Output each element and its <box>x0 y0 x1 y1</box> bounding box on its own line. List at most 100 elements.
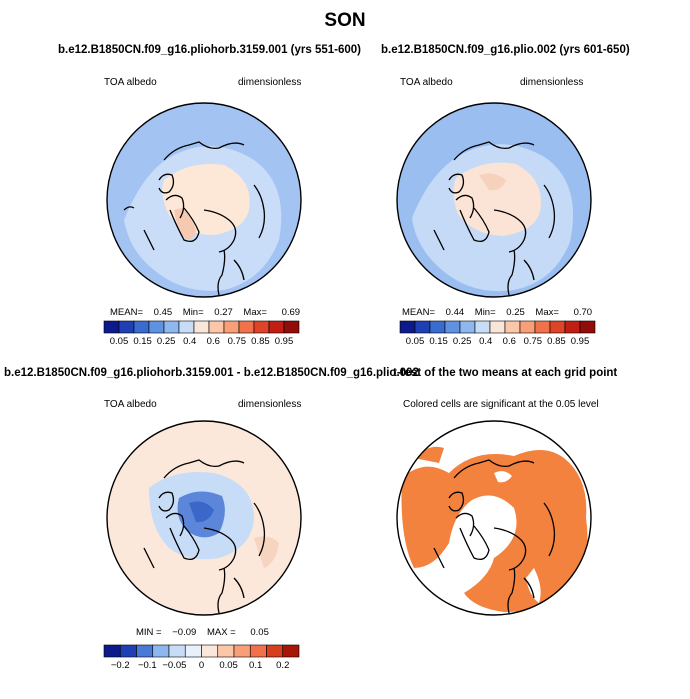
colorbar-swatch <box>249 644 267 658</box>
panel2-units-label: dimensionless <box>520 77 584 88</box>
colorbar-swatch <box>459 320 476 334</box>
colorbar-tick-label: 0.6 <box>502 336 516 347</box>
panel4-subtitle: Colored cells are significant at the 0.0… <box>403 399 599 410</box>
panel2-mean-label: MEAN= <box>402 307 435 318</box>
colorbar-swatch <box>549 320 566 334</box>
colorbar-swatch <box>564 320 581 334</box>
colorbar-swatch <box>283 320 300 334</box>
colorbar-swatch <box>201 644 219 658</box>
panel2-colorbar <box>399 320 596 334</box>
colorbar-swatch <box>579 320 596 334</box>
colorbar-tick-label: 0.15 <box>133 336 152 347</box>
colorbar-swatch <box>474 320 491 334</box>
colorbar-swatch <box>152 644 170 658</box>
colorbar-tick-label: −0.1 <box>137 660 157 671</box>
panel3-min-value: −0.09 <box>172 627 197 638</box>
colorbar-swatch <box>444 320 461 334</box>
colorbar-tick-label: 0.25 <box>452 336 472 347</box>
figure-title: SON <box>324 10 366 31</box>
colorbar-swatch <box>103 320 120 334</box>
panel2-max-value: 0.70 <box>573 307 593 318</box>
colorbar-swatch <box>103 644 121 658</box>
colorbar-swatch <box>534 320 551 334</box>
colorbar-swatch <box>266 644 284 658</box>
colorbar-swatch <box>119 644 137 658</box>
colorbar-swatch <box>429 320 446 334</box>
colorbar-tick-label: 0.25 <box>156 336 176 347</box>
colorbar-tick-label: 0.6 <box>206 336 220 347</box>
colorbar-tick-label: 0.85 <box>251 336 270 347</box>
colorbar-swatch <box>253 320 270 334</box>
panel4-significant-field <box>401 449 588 613</box>
panel1-min-value: 0.27 <box>214 307 233 318</box>
colorbar-swatch <box>163 320 180 334</box>
colorbar-swatch <box>268 320 285 334</box>
panel3-variable-label: TOA albedo <box>104 399 157 410</box>
panel3-coastlines <box>143 459 266 614</box>
panel2-min-label: Min= <box>474 307 496 318</box>
colorbar-tick-label: 0.75 <box>227 336 247 347</box>
panel2-max-label: Max= <box>535 307 559 318</box>
colorbar-swatch <box>233 644 251 658</box>
panel1-title: b.e12.B1850CN.f09_g16.pliohorb.3159.001 … <box>58 44 361 56</box>
colorbar-tick-label: 0.15 <box>429 336 448 347</box>
colorbar-tick-label: −0.2 <box>110 660 130 671</box>
panel3-units-label: dimensionless <box>238 399 302 410</box>
colorbar-swatch <box>504 320 521 334</box>
colorbar-tick-label: 0 <box>198 660 205 671</box>
colorbar-tick-label: 0.05 <box>109 336 129 347</box>
panel3-polar-map <box>106 420 302 616</box>
panel2-mean-value: 0.44 <box>445 307 465 318</box>
colorbar-tick-label: 0.05 <box>405 336 425 347</box>
colorbar-tick-label: 0.4 <box>183 336 197 347</box>
colorbar-swatch <box>178 320 195 334</box>
panel3-colorbar <box>103 644 300 658</box>
colorbar-tick-label: 0.2 <box>276 660 290 671</box>
colorbar-tick-label: 0.75 <box>523 336 543 347</box>
panel1-mean-value: 0.45 <box>153 307 173 318</box>
panel1-coastlines <box>123 141 266 296</box>
panel2-min-value: 0.25 <box>506 307 525 318</box>
colorbar-swatch <box>118 320 135 334</box>
colorbar-swatch <box>217 644 235 658</box>
panel2-stats: MEAN= 0.44 Min= 0.25 Max= 0.70 <box>402 307 592 318</box>
colorbar-swatch <box>148 320 165 334</box>
panel1-min-label: Min= <box>182 307 204 318</box>
colorbar-tick-label: 0.1 <box>249 660 263 671</box>
panel4-polar-map <box>396 420 592 616</box>
panel1-polar-map <box>106 102 302 298</box>
panel1-colorbar <box>103 320 300 334</box>
colorbar-swatch <box>223 320 240 334</box>
colorbar-swatch <box>414 320 431 334</box>
panel4-title: t-test of the two means at each grid poi… <box>393 367 618 379</box>
colorbar-swatch <box>238 320 255 334</box>
colorbar-swatch <box>184 644 202 658</box>
panel2-variable-label: TOA albedo <box>400 77 453 88</box>
panel3-max-label: MAX = <box>206 627 236 638</box>
panel3-min-label: MIN = <box>136 627 162 638</box>
colorbar-swatch <box>519 320 536 334</box>
panel3-max-value: 0.05 <box>250 627 269 638</box>
colorbar-tick-label: −0.05 <box>162 660 187 671</box>
panel1-variable-label: TOA albedo <box>104 77 157 88</box>
panel4-coastlines <box>433 459 556 614</box>
colorbar-swatch <box>133 320 150 334</box>
panel2-title: b.e12.B1850CN.f09_g16.plio.002 (yrs 601-… <box>381 44 630 56</box>
panel3-stats: MIN = −0.09 MAX = 0.05 <box>136 627 269 638</box>
panel2-arctic-field <box>453 162 541 236</box>
colorbar-tick-label: 0.95 <box>274 336 294 347</box>
colorbar-swatch <box>282 644 300 658</box>
panel1-max-value: 0.69 <box>281 307 301 318</box>
colorbar-tick-label: 0.95 <box>570 336 590 347</box>
colorbar-tick-label: 0.85 <box>547 336 566 347</box>
panel1-max-label: Max= <box>243 307 267 318</box>
colorbar-swatch <box>193 320 210 334</box>
colorbar-swatch <box>136 644 154 658</box>
colorbar-swatch <box>208 320 225 334</box>
panel1-mean-label: MEAN= <box>110 307 143 318</box>
panel2-coastlines <box>433 141 556 296</box>
panel3-title: b.e12.B1850CN.f09_g16.pliohorb.3159.001 … <box>4 367 419 379</box>
colorbar-swatch <box>489 320 506 334</box>
colorbar-tick-label: 0.4 <box>479 336 493 347</box>
panel1-units-label: dimensionless <box>238 77 302 88</box>
